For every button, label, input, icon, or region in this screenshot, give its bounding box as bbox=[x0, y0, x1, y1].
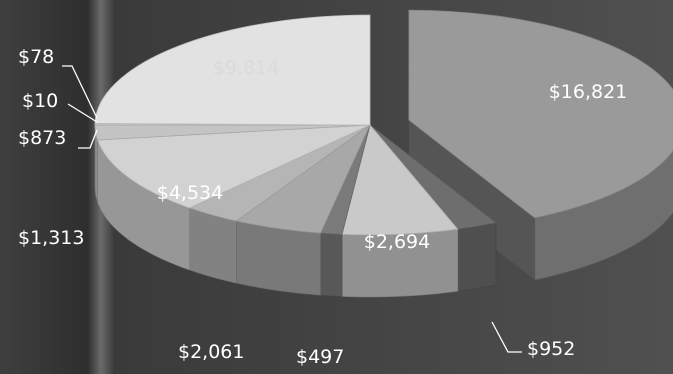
leader-line bbox=[62, 65, 98, 119]
data-label: $78 bbox=[18, 46, 54, 68]
pie-slice-cut-wall bbox=[408, 120, 535, 280]
data-label: $4,534 bbox=[157, 182, 223, 204]
pie-slice-4534 bbox=[97, 124, 371, 209]
leader-line bbox=[67, 103, 98, 123]
pie-slice-side bbox=[457, 222, 497, 292]
leader-line bbox=[491, 321, 522, 353]
data-label: $1,313 bbox=[18, 227, 84, 249]
data-label: $2,694 bbox=[364, 231, 430, 253]
pie-slice-9814 bbox=[94, 14, 371, 126]
leader-line bbox=[78, 129, 98, 149]
data-label: $873 bbox=[18, 127, 66, 149]
data-label: $497 bbox=[296, 346, 344, 368]
data-label: $16,821 bbox=[549, 81, 628, 103]
data-label: $10 bbox=[22, 90, 58, 112]
pie-slice-rim bbox=[457, 222, 497, 292]
data-label: $952 bbox=[527, 338, 575, 360]
pie-slice-rim bbox=[320, 232, 343, 297]
data-label: $2,061 bbox=[178, 341, 244, 363]
pie-slice-16821 bbox=[408, 9, 673, 219]
pie-slice-side bbox=[320, 232, 343, 297]
data-label: $9,814 bbox=[213, 57, 279, 79]
pie-slice-2694 bbox=[341, 124, 459, 236]
